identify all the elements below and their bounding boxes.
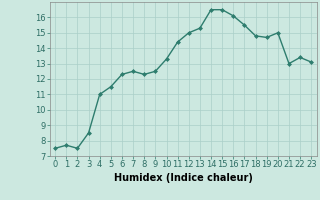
- X-axis label: Humidex (Indice chaleur): Humidex (Indice chaleur): [114, 173, 252, 183]
